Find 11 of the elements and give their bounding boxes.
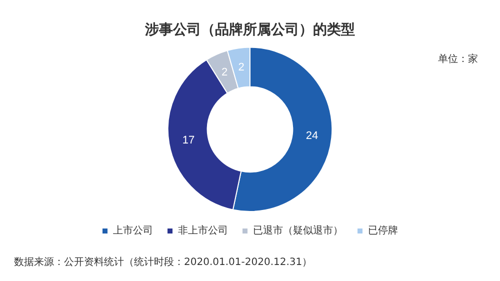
legend-label: 非上市公司 xyxy=(178,224,228,237)
chart-title: 涉事公司（品牌所属公司）的类型 xyxy=(144,22,355,38)
legend-label: 已退市（疑似退市） xyxy=(253,224,343,237)
data-label: 2 xyxy=(222,66,228,78)
legend-label: 已停牌 xyxy=(368,224,398,237)
data-label: 17 xyxy=(182,134,195,146)
legend-label: 上市公司 xyxy=(113,224,153,237)
data-label: 2 xyxy=(238,62,244,74)
text: 单位：家 xyxy=(438,52,478,66)
data-label: 24 xyxy=(306,130,318,142)
source-note: 数据来源：公开资料统计（统计时段：2020.01.01-2020.12.31） xyxy=(14,256,312,269)
